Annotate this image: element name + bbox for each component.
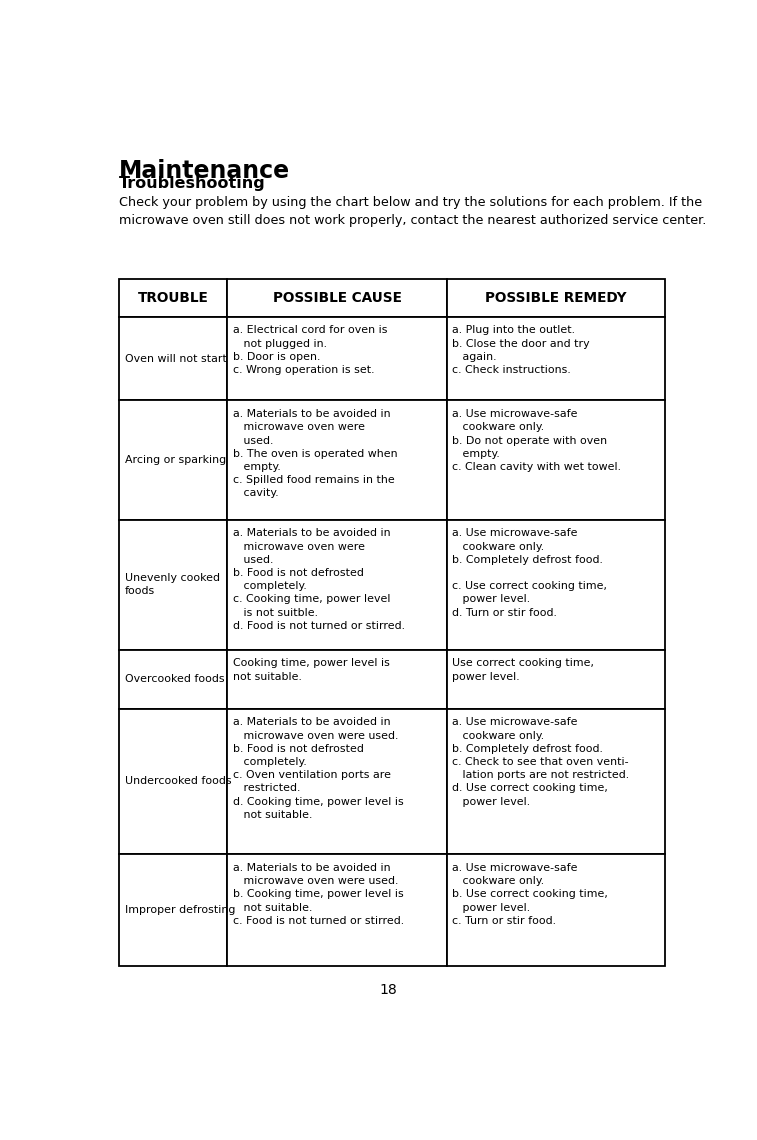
Text: Improper defrosting: Improper defrosting <box>125 905 235 915</box>
Text: a. Materials to be avoided in
   microwave oven were
   used.
b. Food is not def: a. Materials to be avoided in microwave … <box>233 529 405 630</box>
Text: POSSIBLE REMEDY: POSSIBLE REMEDY <box>485 291 627 304</box>
Bar <box>227 317 447 400</box>
Bar <box>227 854 447 967</box>
Text: Arcing or sparking: Arcing or sparking <box>125 455 226 465</box>
Bar <box>447 650 665 709</box>
Bar <box>227 400 447 520</box>
Bar <box>120 854 227 967</box>
Text: a. Use microwave-safe
   cookware only.
b. Do not operate with oven
   empty.
c.: a. Use microwave-safe cookware only. b. … <box>453 409 621 472</box>
Text: a. Materials to be avoided in
   microwave oven were used.
b. Food is not defros: a. Materials to be avoided in microwave … <box>233 717 404 820</box>
Bar <box>447 279 665 317</box>
Bar <box>447 854 665 967</box>
Text: a. Materials to be avoided in
   microwave oven were used.
b. Cooking time, powe: a. Materials to be avoided in microwave … <box>233 863 404 926</box>
Bar <box>227 279 447 317</box>
Bar <box>227 650 447 709</box>
Text: Maintenance: Maintenance <box>120 158 291 182</box>
Bar <box>120 279 227 317</box>
Text: POSSIBLE CAUSE: POSSIBLE CAUSE <box>273 291 401 304</box>
Text: Oven will not start: Oven will not start <box>125 353 227 364</box>
Text: Undercooked foods: Undercooked foods <box>125 776 232 787</box>
Text: Use correct cooking time,
power level.: Use correct cooking time, power level. <box>453 659 594 682</box>
Text: a. Plug into the outlet.
b. Close the door and try
   again.
c. Check instructio: a. Plug into the outlet. b. Close the do… <box>453 325 590 375</box>
Text: Check your problem by using the chart below and try the solutions for each probl: Check your problem by using the chart be… <box>120 196 706 227</box>
Bar <box>447 317 665 400</box>
Bar <box>120 317 227 400</box>
Text: a. Use microwave-safe
   cookware only.
b. Completely defrost food.

c. Use corr: a. Use microwave-safe cookware only. b. … <box>453 529 608 618</box>
Text: a. Use microwave-safe
   cookware only.
b. Use correct cooking time,
   power le: a. Use microwave-safe cookware only. b. … <box>453 863 609 926</box>
Text: a. Electrical cord for oven is
   not plugged in.
b. Door is open.
c. Wrong oper: a. Electrical cord for oven is not plugg… <box>233 325 388 375</box>
Text: a. Materials to be avoided in
   microwave oven were
   used.
b. The oven is ope: a. Materials to be avoided in microwave … <box>233 409 397 498</box>
Bar <box>447 400 665 520</box>
Text: TROUBLE: TROUBLE <box>138 291 209 304</box>
Bar <box>120 520 227 650</box>
Text: Cooking time, power level is
not suitable.: Cooking time, power level is not suitabl… <box>233 659 390 682</box>
Text: Unevenly cooked
foods: Unevenly cooked foods <box>125 573 220 596</box>
Text: Overcooked foods: Overcooked foods <box>125 674 225 684</box>
Bar <box>227 520 447 650</box>
Bar <box>120 650 227 709</box>
Bar <box>447 520 665 650</box>
Text: a. Use microwave-safe
   cookware only.
b. Completely defrost food.
c. Check to : a. Use microwave-safe cookware only. b. … <box>453 717 630 807</box>
Text: Troubleshooting: Troubleshooting <box>120 177 266 192</box>
Bar <box>120 400 227 520</box>
Text: 18: 18 <box>379 983 397 998</box>
Bar <box>447 709 665 854</box>
Bar <box>227 709 447 854</box>
Bar <box>120 709 227 854</box>
